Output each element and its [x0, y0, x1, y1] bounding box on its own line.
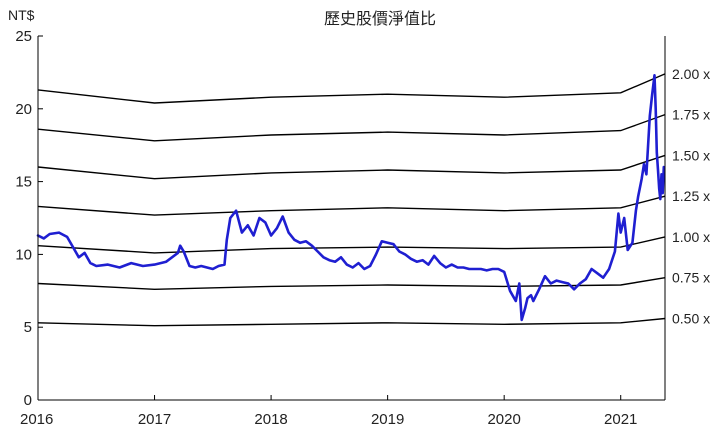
- price-series: [36, 74, 666, 322]
- pb-band-label: 1.50 x: [672, 147, 710, 163]
- axes: [37, 36, 666, 401]
- pb-band-line: [37, 317, 666, 327]
- x-tick-label: 2017: [138, 411, 171, 428]
- y-tick-label: 5: [24, 319, 32, 336]
- chart-title: 歷史股價淨值比: [324, 10, 436, 28]
- x-tick-label: 2019: [371, 411, 404, 428]
- x-tick-label: 2016: [20, 411, 53, 428]
- y-tick-label: 15: [15, 174, 32, 191]
- pb-band-line: [37, 154, 666, 180]
- y-tick-label: 0: [24, 392, 32, 409]
- pb-band-label: 0.50 x: [672, 311, 710, 327]
- pb-band-line: [37, 236, 666, 254]
- x-tick-label: 2018: [254, 411, 287, 428]
- pb-bands: [37, 73, 666, 327]
- pb-band-label: 2.00 x: [672, 66, 710, 82]
- pb-band-label: 1.25 x: [672, 188, 710, 204]
- pb-band-label: 1.75 x: [672, 107, 710, 123]
- band-labels: 2.00 x 1.75 x 1.50 x 1.25 x 1.00 x 0.75 x 0.50…: [672, 66, 710, 327]
- x-tick-label: 2020: [487, 411, 520, 428]
- pb-band-line: [37, 73, 666, 104]
- pb-band-label: 0.75 x: [672, 270, 710, 286]
- y-axis-unit: NT$: [8, 7, 35, 23]
- x-tick-label: 2021: [604, 411, 637, 428]
- y-tick-label: 10: [15, 246, 32, 263]
- pb-band-line: [37, 277, 666, 291]
- tick-labels: 0 5 10 15 20 25 2016 2017 2018 2019 2020 2021: [15, 28, 637, 428]
- pb-band-line: [37, 113, 666, 142]
- price-line: [36, 74, 666, 322]
- y-tick-label: 20: [15, 101, 32, 118]
- pb-band-label: 1.00 x: [672, 229, 710, 245]
- pb-band-line: [37, 195, 666, 216]
- y-tick-label: 25: [15, 28, 32, 45]
